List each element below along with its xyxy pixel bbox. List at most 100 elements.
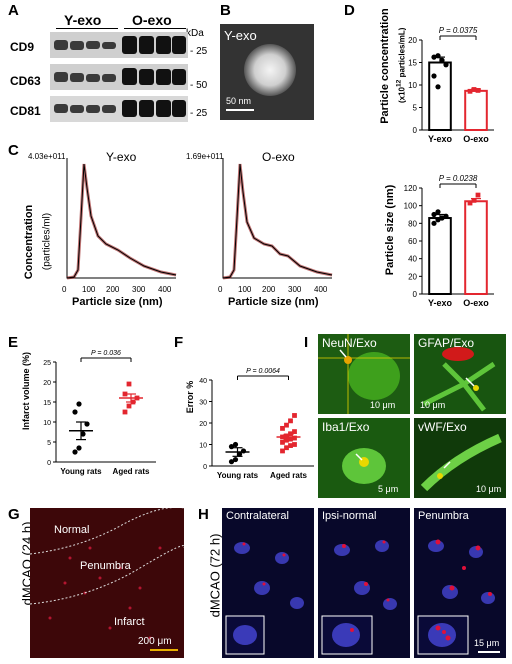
i-vwf-exo: /Exo — [442, 420, 467, 434]
nta-left-plot — [66, 158, 177, 280]
data-point — [240, 448, 247, 454]
h-tile-contralateral: Contralateral — [222, 508, 314, 658]
data-point — [439, 57, 445, 63]
data-point — [84, 421, 90, 427]
panel-label-g: G — [8, 506, 20, 523]
i-tile-gfap: GFAP/Exo 10 μm — [414, 334, 506, 414]
data-point — [126, 381, 132, 387]
data-point — [134, 395, 140, 401]
y-tick-label: 25 — [43, 360, 51, 367]
i-iba1-exo: /Exo — [345, 420, 370, 434]
i-gfap-scale: 10 μm — [420, 400, 446, 410]
y-tick-label: 40 — [408, 255, 417, 264]
data-point — [122, 391, 128, 397]
data-point — [443, 62, 449, 68]
tem-scale: 50 nm — [226, 96, 252, 106]
data-point — [475, 88, 481, 93]
e-chart: 0 5 10 15 20 25 Young rats Aged rats P = 0.036 — [43, 350, 156, 476]
y-tick-label: 20 — [408, 36, 417, 45]
data-point — [292, 442, 297, 447]
y-tick-label: 5 — [47, 440, 51, 447]
nta-left-xlabel: Particle size (nm) — [72, 296, 163, 308]
nta-right-title: O-exo — [262, 150, 295, 164]
y-tick-label: 100 — [404, 202, 418, 211]
h-contralateral-label: Contralateral — [226, 510, 289, 522]
i-iba1-scale: 5 μm — [378, 484, 399, 494]
g-scale: 200 μm — [138, 636, 172, 647]
group-label-y-exo: Y-exo — [64, 12, 102, 28]
cd9-label: CD9 — [10, 40, 35, 54]
h-tile-ipsi-normal: Ipsi-normal — [318, 508, 410, 658]
y-tick-label: 60 — [408, 237, 417, 246]
d-top-chart: 0 5 10 15 20 Y-exo O-exo P = 0.0375 — [408, 26, 494, 144]
i-vwf-scale: 10 μm — [476, 484, 502, 494]
i-neun-scale: 10 μm — [370, 400, 396, 410]
cd81-label: CD81 — [10, 104, 41, 118]
x-tick-label: Y-exo — [428, 134, 453, 144]
panel-label-i: I — [304, 334, 309, 351]
data-point — [228, 459, 235, 465]
data-point — [232, 441, 239, 448]
data-point — [80, 431, 86, 437]
y-tick-label: 80 — [408, 219, 417, 228]
nta-left-tick-2: 200 — [106, 285, 120, 294]
h-penumbra-image — [414, 508, 506, 658]
data-point — [76, 401, 82, 407]
y-tick-label: 0 — [413, 126, 418, 135]
i-vwf-title: vWF/Exo — [418, 420, 467, 434]
h-side-label: dMCAO (72 h) — [207, 533, 223, 618]
data-point — [467, 200, 473, 206]
nta-left-tick-1: 100 — [82, 285, 96, 294]
i-vwf-marker: vWF — [418, 420, 443, 434]
y-tick-label: 20 — [199, 421, 207, 428]
i-neun-marker: NeuN — [322, 336, 353, 350]
nta-right-tick-4: 400 — [314, 285, 328, 294]
i-iba1-title: Iba1/Exo — [322, 420, 369, 434]
nta-yunit: (particles/ml) — [41, 212, 53, 271]
d-bottom-ylabel: Particle size (nm) — [384, 184, 396, 276]
data-point — [288, 418, 293, 424]
tem-image: Y-exo 50 nm — [220, 24, 314, 120]
data-point — [72, 449, 78, 455]
x-tick-label: O-exo — [463, 134, 489, 144]
mw-cd9: - 25 — [190, 46, 208, 57]
p-value: P = 0.036 — [91, 350, 121, 357]
y-tick-label: 120 — [404, 184, 418, 193]
i-tile-neun: NeuN/Exo 10 μm — [318, 334, 410, 414]
nta-left-title: Y-exo — [106, 150, 137, 164]
bar-1 — [464, 89, 488, 131]
y-tick-label: 30 — [199, 400, 207, 407]
h-penumbra-label: Penumbra — [418, 510, 469, 522]
mw-cd81-value: 25 — [196, 108, 208, 119]
data-point — [431, 73, 437, 79]
data-point — [280, 434, 285, 440]
data-point — [475, 192, 481, 198]
panel-label-a: A — [8, 2, 19, 19]
p-value: P = 0.0064 — [246, 368, 280, 375]
p-value: P = 0.0375 — [439, 26, 478, 35]
data-point — [284, 422, 289, 428]
bar-1 — [464, 200, 488, 295]
nta-right-xlabel: Particle size (nm) — [228, 296, 319, 308]
x-tick-label: Young rats — [60, 467, 102, 476]
gfap-micrograph — [414, 334, 506, 414]
i-tile-iba1: Iba1/Exo 5 μm — [318, 418, 410, 498]
nta-right-tick-2: 200 — [262, 285, 276, 294]
panel-label-e: E — [8, 334, 19, 351]
data-point — [288, 436, 293, 442]
y-tick-label: 40 — [199, 378, 207, 385]
o-group-line — [124, 28, 186, 29]
g-brain-section — [30, 508, 184, 658]
panel-label-b: B — [220, 2, 231, 19]
h-tile-penumbra: Penumbra 15 μm — [414, 508, 506, 658]
data-point — [439, 215, 445, 221]
y-tick-label: 15 — [43, 400, 51, 407]
data-point — [284, 433, 289, 439]
y-tick-label: 0 — [203, 464, 207, 471]
y-tick-label: 20 — [408, 272, 417, 281]
i-iba1-marker: Iba1 — [322, 420, 346, 434]
x-tick-label: Aged rats — [270, 471, 307, 480]
g-image: Normal Penumbra Infarct 200 μm — [30, 508, 184, 658]
data-point — [288, 431, 293, 437]
y-tick-label: 20 — [43, 380, 51, 387]
